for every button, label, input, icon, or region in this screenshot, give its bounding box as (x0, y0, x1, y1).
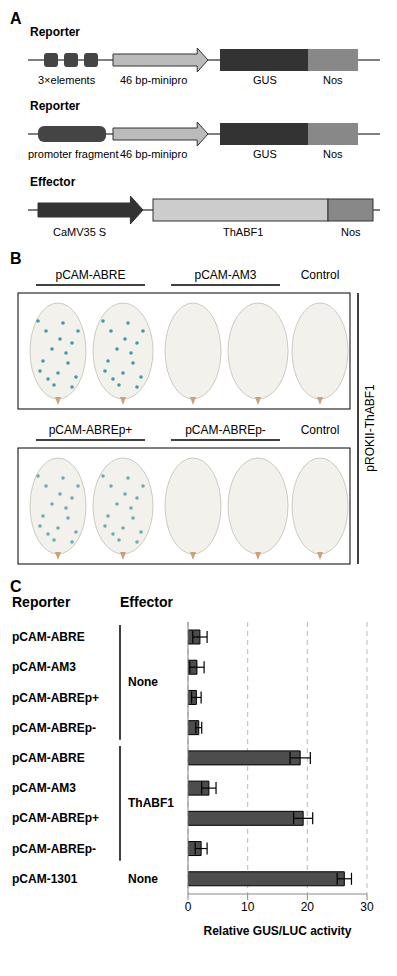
svg-text:30: 30 (360, 900, 374, 914)
svg-text:pROKII-ThABF1: pROKII-ThABF1 (363, 384, 377, 472)
svg-text:GUS: GUS (253, 148, 277, 160)
svg-text:10: 10 (241, 900, 255, 914)
svg-text:B: B (10, 250, 22, 267)
html-text:C: C (10, 578, 22, 595)
svg-text:None: None (128, 872, 158, 886)
svg-text:ThABF1: ThABF1 (128, 796, 174, 810)
svg-text:CaMV35 S: CaMV35 S (53, 226, 106, 238)
svg-text:pCAM-ABREp+: pCAM-ABREp+ (12, 691, 99, 705)
svg-text:pCAM-1301: pCAM-1301 (12, 872, 78, 886)
svg-text:Control: Control (301, 423, 340, 437)
svg-text:ThABF1: ThABF1 (223, 226, 263, 238)
svg-text:pCAM-ABREp-: pCAM-ABREp- (12, 842, 96, 856)
svg-text:pCAM-ABREp-: pCAM-ABREp- (185, 423, 266, 437)
svg-text:pCAM-ABREp-: pCAM-ABREp- (12, 721, 96, 735)
svg-text:Effector: Effector (30, 175, 76, 189)
svg-text:Nos: Nos (323, 74, 343, 86)
svg-text:pCAM-ABRE: pCAM-ABRE (12, 751, 85, 765)
html-text:Reporter: Reporter (12, 594, 71, 610)
svg-text:pCAM-AM3: pCAM-AM3 (12, 660, 76, 674)
svg-text:pCAM-ABRE: pCAM-ABRE (55, 268, 125, 282)
svg-text:pCAM-AM3: pCAM-AM3 (12, 781, 76, 795)
svg-text:promoter fragment: promoter fragment (28, 148, 118, 160)
svg-text:None: None (128, 675, 158, 689)
svg-text:GUS: GUS (253, 74, 277, 86)
svg-text:Control: Control (301, 268, 340, 282)
svg-text:46 bp-minipro: 46 bp-minipro (120, 148, 187, 160)
svg-text:46 bp-minipro: 46 bp-minipro (120, 74, 187, 86)
svg-text:A: A (10, 10, 22, 27)
svg-text:pCAM-ABREp+: pCAM-ABREp+ (49, 423, 133, 437)
svg-text:20: 20 (301, 900, 315, 914)
svg-text:Reporter: Reporter (30, 25, 80, 39)
svg-text:Reporter: Reporter (30, 99, 80, 113)
svg-text:pCAM-AM3: pCAM-AM3 (194, 268, 256, 282)
svg-text:pCAM-ABREp+: pCAM-ABREp+ (12, 811, 99, 825)
svg-text:0: 0 (185, 900, 192, 914)
svg-text:Nos: Nos (323, 148, 343, 160)
html-text:Effector: Effector (120, 594, 173, 610)
svg-text:3×elements: 3×elements (38, 74, 96, 86)
svg-text:Relative GUS/LUC activity: Relative GUS/LUC activity (203, 924, 351, 938)
svg-text:Nos: Nos (341, 226, 361, 238)
svg-text:pCAM-ABRE: pCAM-ABRE (12, 630, 85, 644)
